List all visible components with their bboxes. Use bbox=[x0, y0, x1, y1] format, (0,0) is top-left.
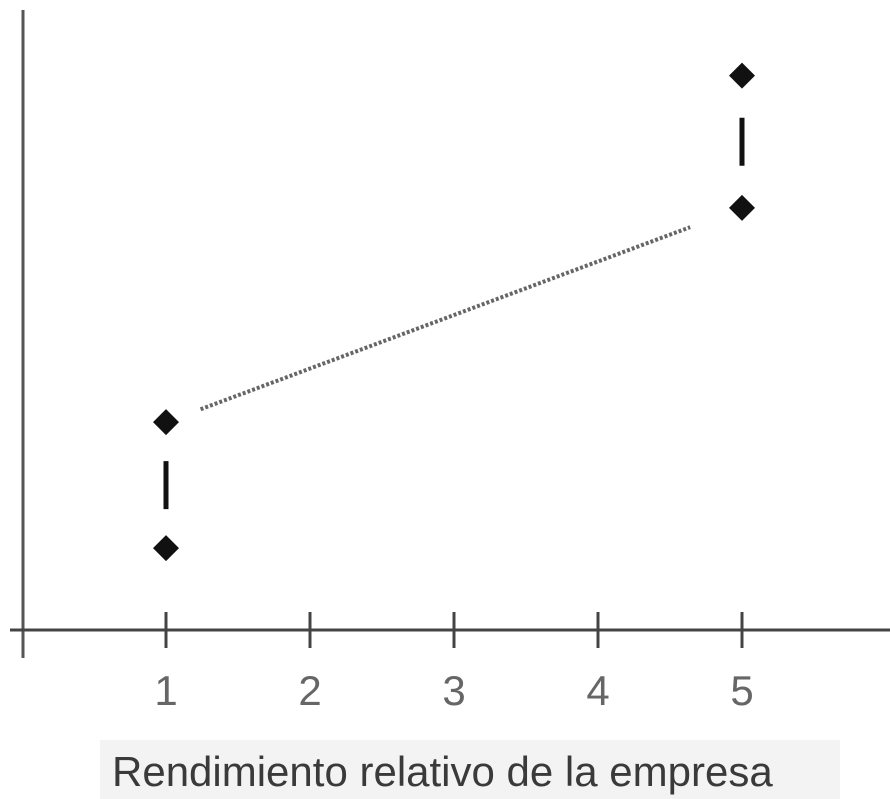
x-tick-label-1: 1 bbox=[154, 667, 177, 714]
data-point bbox=[729, 62, 755, 89]
trend-line bbox=[199, 225, 691, 412]
x-tick-label-4: 4 bbox=[586, 667, 609, 714]
x-tick-label-3: 3 bbox=[442, 667, 465, 714]
data-point bbox=[153, 409, 179, 436]
x-axis-label-background bbox=[100, 740, 840, 799]
data-point bbox=[729, 194, 755, 221]
data-point bbox=[153, 535, 179, 562]
x-axis-label: Rendimiento relativo de la empresa bbox=[112, 748, 773, 795]
x-tick-label-2: 2 bbox=[298, 667, 321, 714]
x-tick-label-5: 5 bbox=[730, 667, 753, 714]
